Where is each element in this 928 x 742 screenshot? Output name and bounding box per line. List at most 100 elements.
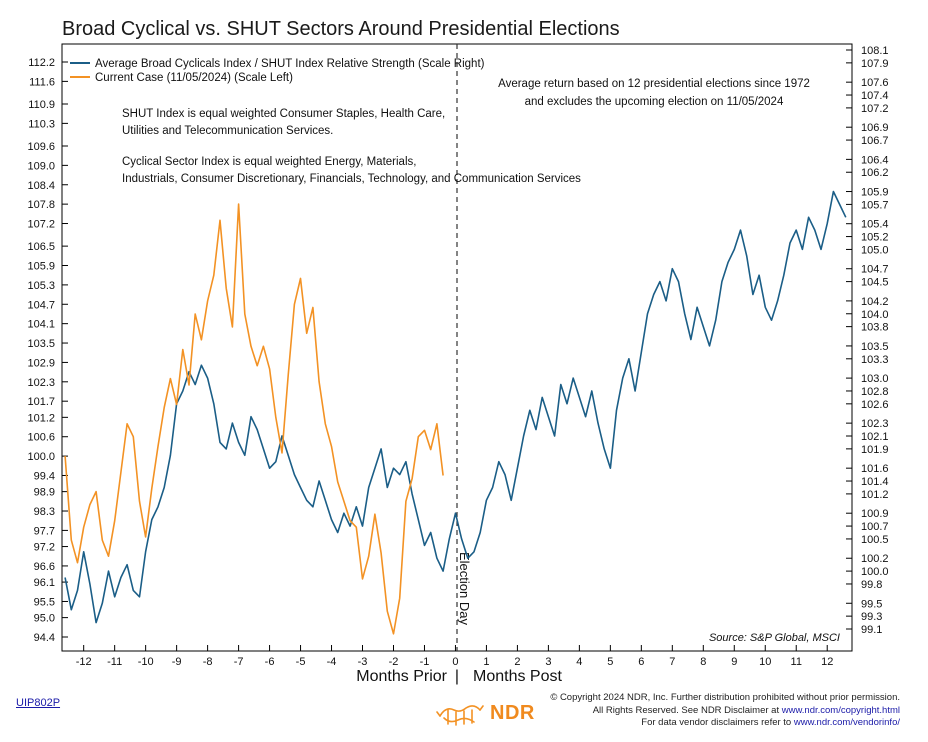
x-tick-label: 0 (452, 656, 458, 668)
x-tick-label: 5 (607, 656, 613, 668)
left-tick-label: 109.0 (27, 160, 55, 172)
ndr-logo: NDR (436, 698, 535, 728)
right-tick-label: 105.2 (861, 232, 889, 244)
left-tick-label: 98.3 (34, 506, 55, 518)
right-tick-label: 102.8 (861, 386, 889, 398)
right-tick-label: 100.7 (861, 521, 889, 533)
right-tick-label: 99.8 (861, 579, 882, 591)
left-tick-label: 111.6 (29, 76, 55, 88)
left-tick-label: 110.9 (28, 99, 55, 111)
left-axis: 94.4 95.0 95.5 96.1 96.6 97.2 97.7 98.3 98.9 99.4… (27, 57, 68, 644)
footer-line1: © Copyright 2024 NDR, Inc. Further distr… (550, 692, 900, 703)
x-tick-label: 7 (669, 656, 675, 668)
left-tick-label: 95.5 (34, 596, 55, 608)
left-tick-label: 112.2 (28, 57, 55, 69)
chart-title: Broad Cyclical vs. SHUT Sectors Around P… (62, 18, 620, 40)
right-tick-label: 108.1 (861, 45, 889, 57)
note-cyc-line1: Cyclical Sector Index is equal weighted … (122, 156, 416, 168)
x-tick-label: 2 (514, 656, 520, 668)
right-tick-label: 107.6 (861, 77, 889, 89)
right-tick-label: 105.9 (861, 187, 889, 199)
right-tick-label: 104.7 (861, 264, 889, 276)
left-tick-label: 108.4 (27, 180, 55, 192)
x-tick-label: -10 (138, 656, 154, 668)
left-tick-label: 102.9 (27, 357, 55, 369)
x-tick-label: 10 (759, 656, 771, 668)
note-avg-line1: Average return based on 12 presidential … (498, 78, 810, 90)
x-tick-label: 9 (731, 656, 737, 668)
right-tick-label: 106.4 (861, 154, 889, 166)
vendorinfo-link[interactable]: www.ndr.com/vendorinfo/ (793, 717, 900, 728)
left-tick-label: 105.3 (27, 280, 55, 292)
right-tick-label: 102.3 (861, 418, 889, 430)
footer-line2: All Rights Reserved. See NDR Disclaimer … (550, 705, 900, 718)
left-tick-label: 101.7 (27, 396, 55, 408)
right-tick-label: 102.6 (861, 399, 889, 411)
series-line-current-case (64, 203, 444, 635)
left-tick-label: 101.2 (27, 412, 55, 424)
left-tick-label: 104.1 (27, 319, 55, 331)
right-tick-label: 105.0 (861, 244, 889, 256)
x-tick-label: 11 (791, 656, 802, 668)
legend-label-series1: Average Broad Cyclicals Index / SHUT Ind… (95, 58, 485, 70)
right-tick-label: 103.3 (861, 354, 889, 366)
footer-line2-text: All Rights Reserved. See NDR Disclaimer … (592, 704, 782, 716)
left-tick-label: 109.6 (27, 141, 55, 153)
right-tick-label: 99.3 (861, 611, 882, 623)
footer-line3: For data vendor disclaimers refer to www… (550, 717, 900, 730)
chart: 94.4 95.0 95.5 96.1 96.6 97.2 97.7 98.3 98.9 99.4… (27, 43, 889, 685)
right-tick-label: 104.0 (861, 309, 889, 321)
left-tick-label: 102.3 (27, 377, 55, 389)
right-tick-label: 101.2 (861, 489, 889, 501)
legend: Average Broad Cyclicals Index / SHUT Ind… (70, 58, 485, 84)
right-tick-label: 103.8 (861, 322, 889, 334)
left-tick-label: 105.9 (27, 261, 55, 273)
x-tick-label: -2 (389, 656, 399, 668)
x-tick-label: -6 (265, 656, 275, 668)
election-day-label: Election Day (457, 552, 472, 625)
footer-disclaimer: © Copyright 2024 NDR, Inc. Further distr… (550, 692, 900, 730)
right-tick-label: 105.7 (861, 199, 889, 211)
x-tick-label: -9 (172, 656, 182, 668)
left-tick-label: 96.6 (34, 561, 55, 573)
left-tick-label: 103.5 (27, 338, 55, 350)
right-tick-label: 105.4 (861, 219, 889, 231)
right-tick-label: 103.0 (861, 373, 889, 385)
right-tick-label: 107.9 (861, 58, 889, 70)
right-tick-label: 100.9 (861, 508, 889, 520)
left-tick-label: 107.2 (27, 219, 55, 231)
left-tick-label: 98.9 (34, 487, 55, 499)
left-tick-label: 107.8 (27, 199, 55, 211)
x-tick-label: 12 (821, 656, 833, 668)
left-tick-label: 110.3 (28, 118, 55, 130)
footer-line3-text: For data vendor disclaimers refer to (641, 717, 794, 728)
left-tick-label: 104.7 (27, 299, 55, 311)
left-tick-label: 99.4 (34, 470, 55, 482)
x-tick-label: -8 (203, 656, 213, 668)
right-tick-label: 102.1 (861, 431, 889, 443)
right-tick-label: 100.0 (861, 566, 889, 578)
xlabel-left: Months Prior (356, 668, 447, 685)
right-tick-label: 107.4 (861, 90, 889, 102)
right-tick-label: 99.5 (861, 598, 882, 610)
x-tick-label: -7 (234, 656, 244, 668)
bull-bear-icon (436, 705, 484, 726)
xlabel-right: Months Post (473, 668, 562, 685)
x-tick-label: 6 (638, 656, 644, 668)
x-tick-label: -1 (420, 656, 430, 668)
x-tick-label: 8 (700, 656, 706, 668)
left-tick-label: 97.7 (34, 525, 55, 537)
note-shut-line1: SHUT Index is equal weighted Consumer St… (122, 108, 445, 120)
right-tick-label: 99.1 (861, 624, 882, 636)
series-lines (64, 190, 847, 635)
series-line-average-relative-strength (64, 190, 847, 624)
copyright-link[interactable]: www.ndr.com/copyright.html (781, 704, 900, 716)
x-tick-label: 4 (576, 656, 582, 668)
note-cyc-line2: Industrials, Consumer Discretionary, Fin… (122, 173, 581, 185)
left-tick-label: 100.6 (27, 432, 55, 444)
right-tick-label: 107.2 (861, 103, 889, 115)
x-axis: -12 -11 -10 -9 -8 -7 -6 -5 -4 -3 -2 -1 0 1 2 3 4 5 6 7 8 9 10 1… (76, 645, 833, 668)
source-note: Source: S&P Global, MSCI (709, 632, 840, 644)
footer-code-link[interactable]: UIP802P (16, 697, 61, 709)
